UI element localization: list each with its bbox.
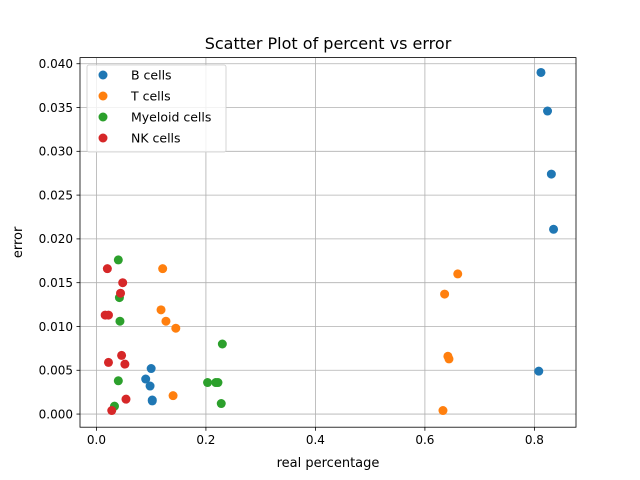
x-tick-label: 0.4 bbox=[306, 433, 325, 447]
point-nk-cells bbox=[107, 406, 117, 416]
y-tick-label: 0.005 bbox=[39, 364, 73, 378]
legend-box bbox=[86, 64, 227, 153]
point-t-cells bbox=[158, 264, 168, 274]
y-tick-label: 0.020 bbox=[39, 232, 73, 246]
point-t-cells bbox=[440, 289, 450, 299]
point-t-cells bbox=[453, 269, 463, 279]
point-nk-cells bbox=[116, 288, 126, 298]
point-myeloid-cells bbox=[213, 378, 223, 388]
point-nk-cells bbox=[102, 264, 112, 274]
point-t-cells bbox=[161, 316, 171, 326]
legend-label: NK cells bbox=[131, 131, 181, 146]
y-gridlines bbox=[80, 63, 576, 415]
y-tick-label: 0.030 bbox=[39, 145, 73, 159]
legend-marker-myeloid-cells bbox=[98, 112, 108, 122]
point-t-cells bbox=[168, 391, 178, 401]
point-b-cells bbox=[146, 364, 156, 374]
point-b-cells bbox=[536, 67, 546, 77]
point-nk-cells bbox=[117, 350, 127, 360]
y-axis-label: error bbox=[11, 226, 26, 258]
point-nk-cells bbox=[103, 310, 113, 320]
legend-marker-nk-cells bbox=[98, 133, 108, 143]
plot-area-frame bbox=[79, 57, 577, 428]
y-tick-label: 0.025 bbox=[39, 188, 73, 202]
point-t-cells bbox=[171, 323, 181, 333]
y-tick-label: 0.040 bbox=[39, 57, 73, 71]
legend-marker-b-cells bbox=[98, 70, 108, 80]
legend: B cells T cells Myeloid cells NK cells bbox=[86, 64, 227, 153]
point-myeloid-cells bbox=[115, 316, 125, 326]
point-b-cells bbox=[147, 396, 157, 406]
point-myeloid-cells bbox=[203, 378, 213, 388]
legend-marker-t-cells bbox=[98, 91, 108, 101]
point-b-cells bbox=[141, 374, 151, 384]
point-b-cells bbox=[546, 169, 556, 179]
point-nk-cells bbox=[121, 394, 131, 404]
point-t-cells bbox=[156, 305, 166, 315]
data-points bbox=[100, 67, 559, 416]
point-b-cells bbox=[145, 381, 155, 391]
legend-label: Myeloid cells bbox=[131, 110, 211, 125]
y-tick-label: 0.015 bbox=[39, 276, 73, 290]
x-tick-label: 0.2 bbox=[196, 433, 215, 447]
x-axis-label: real percentage bbox=[277, 456, 380, 471]
x-tick-label: 0.0 bbox=[87, 433, 106, 447]
y-tick-label: 0.010 bbox=[39, 320, 73, 334]
point-nk-cells bbox=[103, 357, 113, 367]
point-b-cells bbox=[543, 106, 553, 116]
x-tick-label: 0.8 bbox=[525, 433, 544, 447]
legend-label: B cells bbox=[131, 68, 172, 83]
x-axis-ticks: 0.0 0.2 0.4 0.6 0.8 bbox=[87, 427, 544, 447]
chart-title: Scatter Plot of percent vs error bbox=[205, 34, 452, 53]
legend-item-b-cells: B cells bbox=[98, 68, 172, 83]
point-myeloid-cells bbox=[113, 376, 123, 386]
point-nk-cells bbox=[118, 278, 128, 288]
point-myeloid-cells bbox=[216, 399, 226, 409]
point-nk-cells bbox=[120, 359, 130, 369]
point-myeloid-cells bbox=[217, 339, 227, 349]
legend-label: T cells bbox=[130, 89, 171, 104]
y-tick-label: 0.035 bbox=[39, 101, 73, 115]
point-t-cells bbox=[444, 354, 454, 364]
point-myeloid-cells bbox=[113, 255, 123, 265]
y-tick-label: 0.000 bbox=[39, 407, 73, 421]
legend-item-t-cells: T cells bbox=[98, 89, 171, 104]
legend-item-myeloid-cells: Myeloid cells bbox=[98, 110, 211, 125]
point-t-cells bbox=[438, 406, 448, 416]
point-b-cells bbox=[534, 366, 544, 376]
point-b-cells bbox=[549, 224, 559, 234]
x-tick-label: 0.6 bbox=[415, 433, 434, 447]
legend-item-nk-cells: NK cells bbox=[98, 131, 181, 146]
y-axis-ticks: 0.000 0.005 0.010 0.015 0.020 0.025 0.030 0.035… bbox=[39, 57, 80, 421]
